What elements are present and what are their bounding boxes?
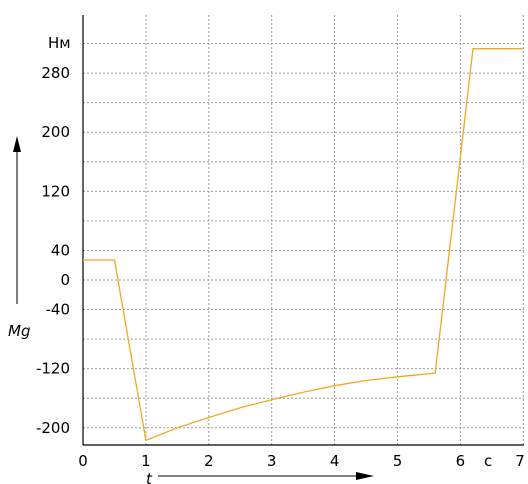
x-axis-arrow-head [356,472,374,480]
y-axis-arrow-head [13,136,21,152]
y-tick-label: -40 [46,301,71,319]
series-line [83,48,524,442]
y-unit-label: Нм [48,34,71,52]
y-axis-label: Mg [8,322,30,340]
grid [83,15,524,445]
x-tick-labels: 0 1 2 3 4 5 6 7 [78,452,525,470]
x-tick-label: 0 [78,452,88,470]
series-group [83,48,524,442]
x-tick-label: 7 [515,452,525,470]
y-tick-label: 0 [60,271,70,289]
y-tick-label: 120 [41,182,70,200]
x-tick-label: 3 [267,452,277,470]
x-unit-label: с [484,452,492,470]
y-tick-labels: 280 200 120 40 0 -40 -120 -200 [36,64,70,437]
y-tick-label: 40 [51,241,70,259]
y-tick-label: 200 [41,123,70,141]
y-tick-label: -120 [36,360,70,378]
x-tick-label: 4 [330,452,340,470]
axes [82,15,524,446]
x-tick-label: 1 [141,452,151,470]
x-tick-label: 5 [393,452,403,470]
x-axis-label: t [146,470,153,484]
y-tick-label: -200 [36,419,70,437]
x-tick-label: 2 [204,452,214,470]
x-tick-label: 6 [456,452,466,470]
y-tick-label: 280 [41,64,70,82]
